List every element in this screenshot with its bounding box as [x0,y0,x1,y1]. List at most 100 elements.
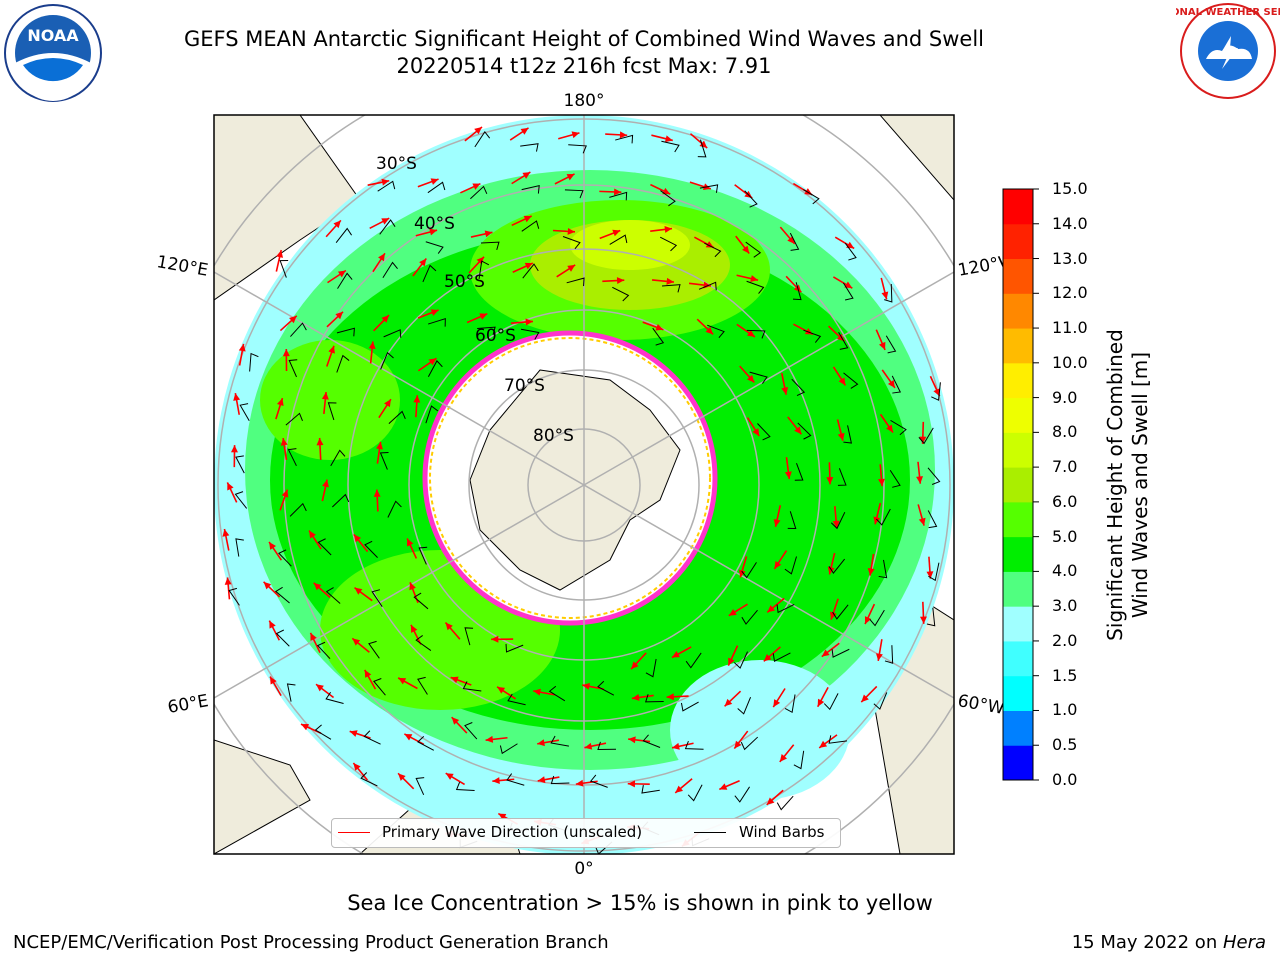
wind-barb [550,775,570,785]
wind-barb [741,609,758,625]
wave-direction-arrowhead [537,776,546,784]
wind-barb [733,651,749,669]
wave-direction-arrowhead [524,262,533,270]
wind-barb [757,423,771,441]
wind-barb [521,184,540,194]
wind-barb [744,190,758,208]
colorbar-tick-label: 10.0 [1052,352,1088,372]
colorbar-tick-label: 3.0 [1052,596,1078,616]
wave-direction-arrowhead [566,173,575,181]
wave-direction-arrowhead [582,682,590,690]
wind-barb [234,491,248,509]
wind-barb [382,261,398,278]
wind-barb [680,701,699,712]
wave-direction-arrowhead [616,277,625,285]
wind-barb [568,144,587,154]
map-frame [213,114,955,855]
wave-direction-arrowhead [381,178,390,186]
africa-land [214,739,311,854]
lon-label-0: 0° [574,859,593,879]
wave-direction-arrowhead [752,428,760,437]
wind-barb [478,260,490,279]
wave-direction-arrowhead [819,740,828,748]
wind-barb [379,451,389,470]
legend-line-wind-barbs [694,832,726,833]
wind-barb [885,335,897,354]
wave-direction-arrowhead [734,740,742,749]
legend-wind-barbs: Wind Barbs [739,823,825,841]
wind-barb [803,189,820,205]
colorbar-tick-label: 2.0 [1052,630,1078,650]
wind-barb [878,559,888,579]
wind-barb [659,236,678,252]
colorbar-tick-label: 0.0 [1052,770,1078,789]
wave-direction-arrowhead [724,698,733,707]
swh-band-5m-west [260,340,400,460]
wind-barb [377,180,396,192]
colorbar-tick-label: 1.5 [1052,665,1078,685]
wind-barb [480,241,500,250]
colorbar-swatch [1003,293,1033,329]
wind-barb [337,272,353,289]
wind-barb [890,419,907,436]
wind-barb [597,741,616,751]
wind-barb [772,652,791,663]
wind-barb [314,724,332,740]
wave-direction-arrowhead [662,187,671,195]
lat-label-40s: 40°S [414,214,455,234]
wind-barb [462,681,482,692]
wave-direction-arrowhead [864,616,872,625]
wind-barb [422,264,437,283]
wave-direction-arrowhead [280,438,288,446]
wave-direction-arrowhead [398,677,407,685]
wind-barb [417,676,428,695]
wind-barb [316,641,331,660]
colorbar-tick-label: 15.0 [1052,179,1088,198]
wave-direction-arrowhead [672,742,680,750]
wind-barb [891,375,902,394]
wind-barb [425,241,444,254]
wind-barb [373,678,386,696]
colorbar-swatch [1003,571,1033,607]
wind-barb [474,130,491,148]
wave-direction-arrowhead [353,762,361,771]
wind-barb [792,282,802,301]
wind-barb [235,538,244,557]
wave-direction-arrowhead [878,341,886,350]
wind-barb [317,538,332,556]
wave-direction-arrowhead [364,669,372,678]
wind-barb [566,277,585,287]
wave-direction-arrowhead [309,530,316,539]
wave-direction-arrowhead [485,735,494,743]
wave-direction-arrowhead [575,779,584,787]
wave-direction-arrowhead [817,698,825,707]
wind-barb [661,140,680,153]
wave-direction-arrowhead [429,228,438,236]
wave-direction-arrowhead [474,127,482,135]
wind-barb [383,329,402,338]
wave-direction-arrowhead [313,582,322,591]
wave-direction-arrowhead [322,479,329,488]
wave-direction-arrowhead [705,326,714,335]
wind-barb [704,242,722,258]
wind-barb [838,331,849,350]
lon-label-120e: 120°E [155,252,209,281]
wind-barb [336,327,355,337]
wave-direction-arrowhead [353,534,362,543]
wave-direction-arrowhead [933,388,940,397]
wind-barb [522,263,539,279]
colorbar-swatch [1003,223,1033,260]
lat-label-50s: 50°S [444,272,485,292]
wave-vectors [222,126,941,854]
wave-direction-arrowhead [533,688,541,696]
colorbar-tick-label: 9.0 [1052,387,1078,407]
wave-direction-arrowhead [746,374,755,383]
wave-direction-arrowhead [354,587,363,595]
wind-barb [249,352,259,372]
footer-credit: NCEP/EMC/Verification Post Processing Pr… [13,932,609,953]
wave-direction-arrowhead [881,291,889,300]
wind-barb [455,781,475,791]
wind-barb [741,562,757,579]
wind-barb [331,493,350,508]
wave-direction-arrowhead [445,622,453,631]
